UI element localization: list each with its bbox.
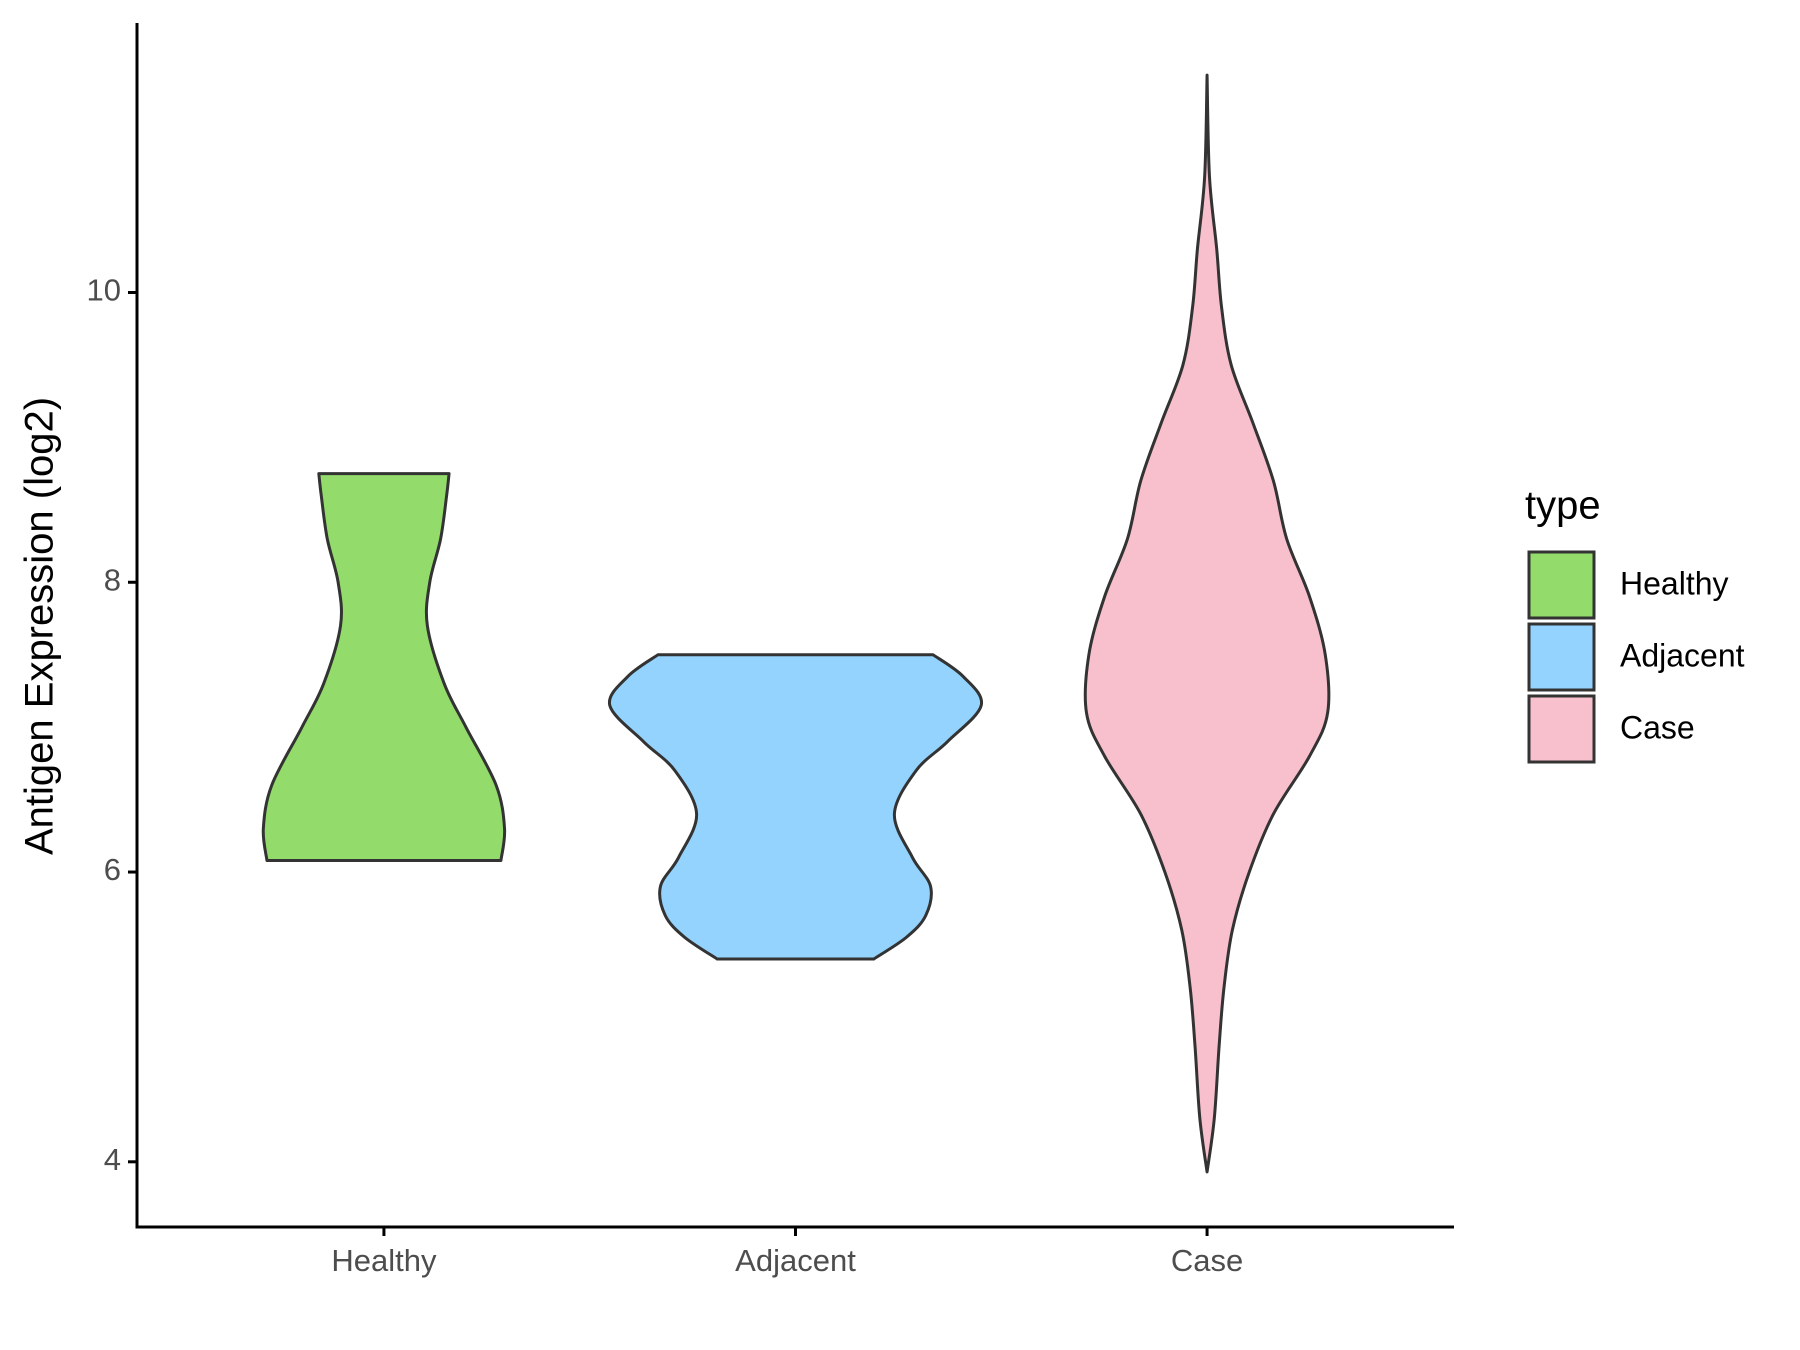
y-tick-label: 6 [104,852,121,887]
y-tick-label: 8 [104,562,121,597]
y-axis-title: Antigen Expression (log2) [18,397,62,855]
x-tick-label: Healthy [331,1243,437,1278]
violin [607,653,984,961]
y-tick-label: 10 [87,273,121,308]
y-tick-label: 4 [104,1142,121,1177]
violin [261,472,507,862]
x-tick-label: Adjacent [735,1243,856,1278]
violin [1083,73,1331,1174]
legend-key [1527,694,1596,764]
legend-label: Adjacent [1620,637,1745,673]
legend-label: Healthy [1620,565,1729,601]
legend-key [1527,622,1596,692]
x-tick-label: Case [1171,1243,1243,1278]
legend-label: Case [1620,709,1695,745]
legend-title: type [1525,484,1601,528]
legend-key [1527,550,1596,620]
